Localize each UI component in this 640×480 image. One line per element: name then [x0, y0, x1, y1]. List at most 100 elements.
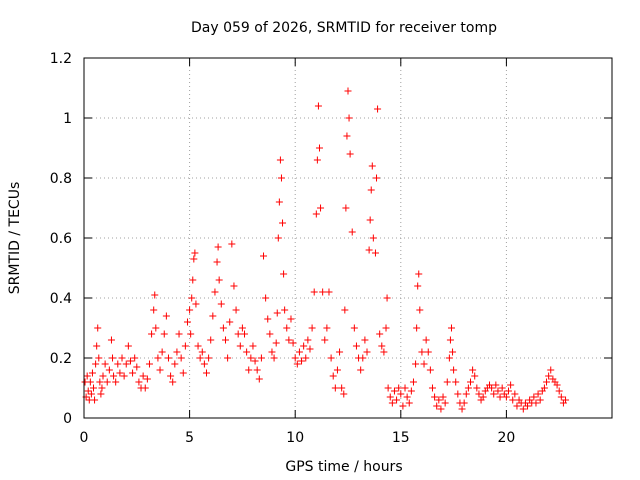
data-point: [502, 393, 510, 401]
data-point: [232, 306, 240, 314]
data-point: [298, 357, 306, 365]
data-point: [547, 366, 555, 374]
data-point: [230, 282, 238, 290]
data-point: [241, 330, 249, 338]
data-point: [253, 366, 261, 374]
data-point: [511, 390, 519, 398]
data-point: [532, 399, 540, 407]
data-point: [458, 405, 466, 413]
data-point: [96, 378, 104, 386]
data-point: [403, 393, 411, 401]
data-point: [369, 234, 377, 242]
data-point: [466, 378, 474, 386]
data-point: [313, 156, 321, 164]
data-point: [469, 366, 477, 374]
data-point: [215, 276, 223, 284]
data-point: [314, 102, 322, 110]
data-point: [447, 324, 455, 332]
data-point: [243, 348, 251, 356]
data-point: [293, 360, 301, 368]
data-point: [122, 360, 130, 368]
data-point: [399, 402, 407, 410]
data-point: [304, 336, 312, 344]
data-point: [464, 384, 472, 392]
data-point: [412, 360, 420, 368]
data-point: [94, 324, 102, 332]
data-point: [167, 372, 175, 380]
data-point: [382, 324, 390, 332]
y-tick-label: 0: [63, 411, 72, 427]
data-point: [126, 357, 134, 365]
data-point: [317, 204, 325, 212]
data-point: [196, 354, 204, 362]
data-point: [540, 384, 548, 392]
grid: [84, 58, 612, 418]
data-point: [460, 399, 468, 407]
data-point: [329, 372, 337, 380]
data-point: [124, 342, 132, 350]
data-point: [312, 210, 320, 218]
data-point: [234, 330, 242, 338]
data-point: [173, 348, 181, 356]
data-point: [374, 105, 382, 113]
data-point: [357, 366, 365, 374]
data-point: [509, 396, 517, 404]
data-point: [441, 399, 449, 407]
data-point: [505, 387, 513, 395]
data-point: [319, 288, 327, 296]
data-point: [295, 348, 303, 356]
data-point: [496, 393, 504, 401]
data-point: [555, 387, 563, 395]
x-tick-label: 5: [185, 430, 194, 446]
data-point: [494, 387, 502, 395]
data-point: [418, 348, 426, 356]
data-point: [143, 375, 151, 383]
data-point: [373, 174, 381, 182]
data-point: [498, 384, 506, 392]
data-point: [183, 318, 191, 326]
data-point: [118, 354, 126, 362]
data-point: [490, 390, 498, 398]
data-point: [376, 330, 384, 338]
data-point: [409, 378, 417, 386]
data-point: [88, 369, 96, 377]
data-point: [437, 405, 445, 413]
data-point: [289, 339, 297, 347]
data-point: [325, 288, 333, 296]
data-point: [181, 342, 189, 350]
data-point: [426, 366, 434, 374]
data-point: [160, 330, 168, 338]
data-point: [449, 348, 457, 356]
data-point: [141, 384, 149, 392]
chart-title: Day 059 of 2026, SRMTID for receiver tom…: [191, 20, 497, 36]
data-point: [361, 336, 369, 344]
data-point: [219, 324, 227, 332]
data-point: [274, 234, 282, 242]
data-point: [344, 87, 352, 95]
data-point: [251, 357, 259, 365]
axis-ticks: 0 0.2 0.4 0.6 0.8 1 1.2 0 5 10 15 20: [50, 51, 612, 446]
data-point: [205, 354, 213, 362]
y-tick-label: 0.8: [50, 171, 72, 187]
data-point: [371, 249, 379, 257]
data-point: [405, 399, 413, 407]
data-point: [101, 360, 109, 368]
data-point: [383, 294, 391, 302]
data-point: [202, 369, 210, 377]
data-point: [348, 228, 356, 236]
data-point: [342, 204, 350, 212]
data-point: [543, 378, 551, 386]
data-point: [275, 198, 283, 206]
data-point: [553, 381, 561, 389]
data-point: [291, 354, 299, 362]
data-point: [471, 372, 479, 380]
data-point: [513, 402, 521, 410]
data-point: [249, 342, 257, 350]
data-point: [192, 300, 200, 308]
data-point: [327, 354, 335, 362]
y-tick-label: 0.6: [50, 231, 72, 247]
data-point: [306, 345, 314, 353]
data-point: [420, 360, 428, 368]
data-point: [87, 390, 95, 398]
